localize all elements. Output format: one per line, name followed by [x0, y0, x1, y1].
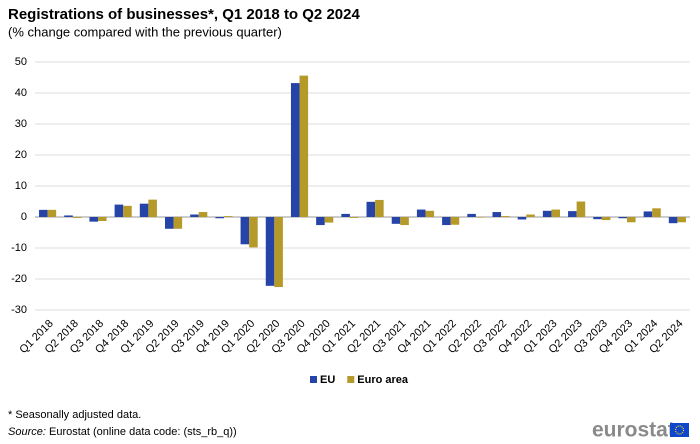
legend-swatch [347, 376, 355, 383]
chart-title: Registrations of businesses*, Q1 2018 to… [8, 6, 360, 23]
legend-label: EU [320, 374, 335, 386]
source-text: Eurostat (online data code: (sts_rb_q)) [49, 426, 237, 438]
bar [173, 217, 183, 229]
bar [643, 211, 653, 217]
bar [618, 217, 628, 219]
source: Source: Eurostat (online data code: (sts… [8, 426, 237, 438]
bar [316, 217, 325, 226]
bar [64, 215, 73, 217]
bar [240, 217, 250, 245]
logo-stars [674, 425, 685, 435]
y-tick-label: -20 [11, 273, 27, 285]
bar [215, 217, 224, 219]
bar [148, 199, 157, 217]
bar [501, 216, 510, 217]
source-label: Source: [8, 426, 46, 438]
bar [366, 201, 376, 217]
bar [668, 217, 678, 224]
bar [627, 217, 636, 223]
y-tick-label: -10 [11, 242, 27, 254]
bar [324, 217, 334, 223]
bar [223, 216, 233, 217]
bar [249, 217, 258, 248]
chart-subtitle: (% change compared with the previous qua… [8, 24, 282, 39]
bar [123, 205, 132, 217]
bar [677, 217, 686, 223]
y-tick-label: 40 [15, 87, 27, 99]
bar [274, 217, 283, 288]
bar [139, 203, 149, 217]
y-tick-label: -30 [11, 304, 27, 316]
y-tick-label: 10 [15, 180, 27, 192]
bar [551, 209, 561, 217]
legend-label: Euro area [357, 374, 409, 386]
bar [601, 217, 611, 221]
bar [164, 217, 174, 229]
bar [47, 209, 57, 217]
bar [375, 199, 384, 217]
bar [198, 212, 208, 217]
bar [492, 212, 502, 217]
y-tick-label: 20 [15, 149, 27, 161]
bar [475, 217, 485, 218]
bar [568, 211, 577, 217]
bar [576, 201, 586, 217]
y-tick-label: 30 [15, 118, 27, 130]
legend-swatch [310, 376, 317, 383]
bar [72, 217, 82, 218]
logo-flag [670, 423, 689, 437]
bar [39, 209, 48, 217]
bar [190, 214, 199, 217]
bar [425, 210, 435, 217]
bar [299, 75, 309, 217]
y-tick-label: 50 [15, 56, 27, 68]
bar [391, 217, 401, 224]
bar [341, 213, 350, 217]
bar [593, 217, 602, 220]
bar [97, 217, 107, 222]
bar [349, 217, 359, 218]
bar [542, 210, 552, 217]
logo-text: eurostat [592, 419, 675, 442]
footnote: * Seasonally adjusted data. [8, 409, 141, 421]
bar [652, 208, 661, 217]
bar [114, 204, 124, 217]
bar [416, 209, 426, 217]
bar [400, 217, 409, 226]
bar [450, 217, 460, 225]
bar [290, 83, 300, 217]
bar [467, 213, 476, 217]
bar [517, 217, 527, 220]
bar [89, 217, 98, 222]
bar [265, 217, 275, 286]
bar [526, 214, 535, 217]
y-tick-label: 0 [21, 211, 27, 223]
bar [442, 217, 451, 226]
